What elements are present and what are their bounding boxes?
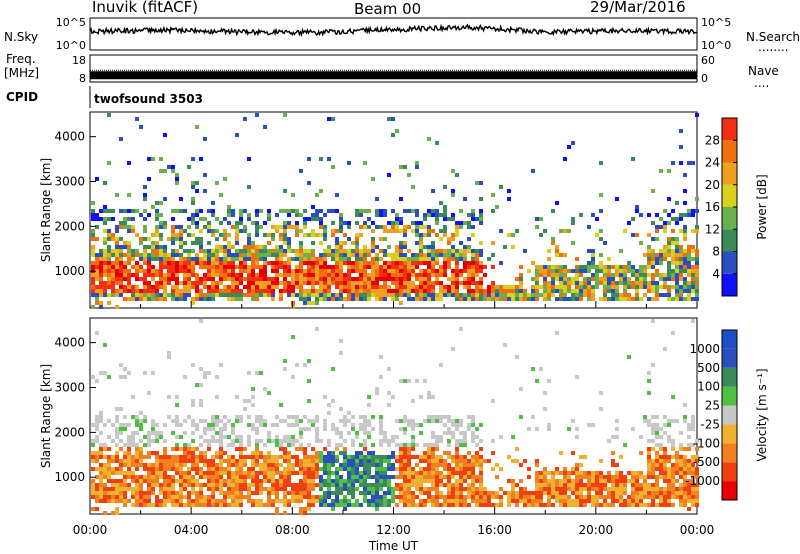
- noise-right-tick-low: 10^0: [701, 39, 731, 52]
- power-colorbar-label: 12: [705, 222, 720, 236]
- freq-label: Freq.: [6, 52, 36, 66]
- velocity-colorbar-frame: [721, 329, 738, 501]
- velocity-colorbar-label: 100: [697, 380, 720, 394]
- time-tick-label: 04:00: [174, 523, 209, 537]
- time-tick-label: 00:00: [680, 523, 715, 537]
- velocity-colorbar-swatch: [722, 330, 737, 349]
- noise-right-tick-high: 10^5: [701, 16, 731, 29]
- nsearch-dots: ........: [758, 40, 789, 54]
- freq-unit-label: [MHz]: [4, 66, 40, 80]
- power-colorbar-label: 4: [712, 267, 720, 281]
- power-colorbar-label: 20: [705, 178, 720, 192]
- nsky-label: N.Sky: [4, 30, 39, 44]
- velocity-colorbar-swatch: [722, 405, 737, 425]
- noise-frame: [89, 17, 698, 51]
- beam-label: Beam 00: [354, 0, 422, 18]
- velocity-panel-ytick-label: 1000: [54, 470, 85, 484]
- cpid-value: twofsound 3503: [94, 92, 203, 106]
- velocity-colorbar-label: 25: [705, 399, 720, 413]
- freq-frame: [89, 54, 698, 83]
- power-colorbar-swatch: [722, 207, 737, 230]
- nave-dots: ....: [754, 76, 770, 90]
- velocity-colorbar-label: -25: [700, 417, 720, 431]
- power-colorbar-label: 28: [705, 133, 720, 147]
- freq-series-band: [90, 71, 697, 80]
- power-panel-cells: [91, 113, 699, 309]
- power-colorbar-swatch: [722, 273, 737, 296]
- velocity-colorbar-label: -1000: [685, 474, 720, 488]
- time-tick-label: 12:00: [376, 523, 411, 537]
- time-tick-label: 16:00: [477, 523, 512, 537]
- velocity-colorbar-swatch: [722, 367, 737, 387]
- power-colorbar-swatch: [722, 229, 737, 252]
- power-colorbar-swatch: [722, 118, 737, 141]
- power-panel-ytick-label: 4000: [54, 130, 85, 144]
- nave-label: Nave: [748, 64, 779, 78]
- velocity-colorbar-swatch: [722, 481, 737, 500]
- time-tick-label: 00:00: [73, 523, 108, 537]
- time-axis-label: Time UT: [368, 539, 419, 553]
- velocity-colorbar-swatch: [722, 424, 737, 444]
- velocity-panel-ytick-label: 4000: [54, 336, 85, 350]
- nave-tick-high: 60: [701, 54, 715, 67]
- noise-left-tick-low: 10^0: [56, 39, 86, 52]
- velocity-panel-cells: [91, 319, 699, 515]
- velocity-colorbar-swatch: [722, 443, 737, 463]
- velocity-colorbar-swatch: [722, 348, 737, 368]
- velocity-panel-ytick-label: 2000: [54, 425, 85, 439]
- power-panel-ylabel: Slant Range [km]: [39, 158, 53, 262]
- velocity-colorbar-title: Velocity [m s⁻¹]: [755, 368, 769, 461]
- power-colorbar-label: 24: [705, 156, 720, 170]
- power-panel-ytick-label: 2000: [54, 219, 85, 233]
- velocity-colorbar-label: 1000: [689, 342, 720, 356]
- radar-title: Inuvik (fitACF): [92, 0, 199, 16]
- power-colorbar-title: Power [dB]: [755, 174, 769, 239]
- velocity-panel-ytick-label: 3000: [54, 381, 85, 395]
- velocity-colorbar-label: -100: [693, 436, 720, 450]
- time-tick-label: 08:00: [275, 523, 310, 537]
- velocity-colorbar-swatch: [722, 462, 737, 482]
- power-colorbar-swatch: [722, 162, 737, 185]
- power-colorbar-label: 8: [712, 245, 720, 259]
- time-tick-label: 20:00: [579, 523, 614, 537]
- power-colorbar-swatch: [722, 184, 737, 207]
- date-label: 29/Mar/2016: [590, 0, 686, 16]
- power-colorbar-label: 16: [705, 200, 720, 214]
- velocity-colorbar-label: -500: [693, 455, 720, 469]
- noise-left-tick-high: 10^5: [56, 16, 86, 29]
- velocity-colorbar-swatch: [722, 386, 737, 406]
- noise-series-line: [89, 23, 698, 38]
- velocity-colorbar-label: 500: [697, 361, 720, 375]
- nsearch-label: N.Search: [746, 30, 800, 44]
- power-panel-ytick-label: 3000: [54, 175, 85, 189]
- nave-tick-low: 0: [701, 72, 708, 85]
- power-colorbar-swatch: [722, 251, 737, 274]
- power-colorbar-swatch: [722, 140, 737, 163]
- freq-tick-low: 8: [79, 72, 86, 85]
- cpid-label: CPID: [6, 90, 39, 104]
- freq-tick-high: 18: [72, 54, 86, 67]
- velocity-panel-ylabel: Slant Range [km]: [39, 364, 53, 468]
- power-panel-ytick-label: 1000: [54, 264, 85, 278]
